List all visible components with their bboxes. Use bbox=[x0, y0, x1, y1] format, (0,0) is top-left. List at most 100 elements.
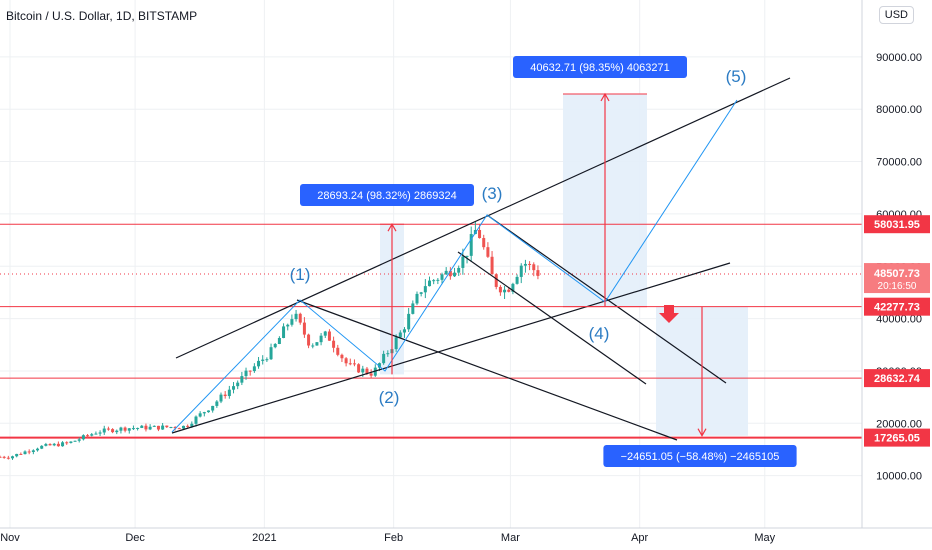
candle bbox=[365, 368, 369, 374]
y-tick-label: 10000.00 bbox=[876, 471, 922, 483]
candle bbox=[219, 394, 223, 402]
candle bbox=[240, 376, 244, 383]
candle bbox=[294, 313, 298, 320]
candle bbox=[31, 450, 35, 453]
trend-line bbox=[457, 251, 647, 385]
candle bbox=[498, 286, 502, 293]
candle bbox=[277, 338, 281, 344]
level-tag-box bbox=[864, 369, 930, 388]
candle bbox=[77, 439, 81, 441]
y-tick-label: 70000.00 bbox=[876, 157, 922, 169]
candle bbox=[344, 358, 348, 364]
candle bbox=[27, 451, 31, 453]
level-tag: 17265.05 bbox=[874, 433, 920, 445]
candle bbox=[419, 292, 423, 294]
y-tick-label: 40000.00 bbox=[876, 314, 922, 326]
current-price-tag-box bbox=[864, 263, 930, 294]
candle bbox=[428, 280, 432, 287]
candle bbox=[131, 428, 135, 430]
candle bbox=[248, 370, 252, 372]
candle bbox=[327, 331, 331, 341]
candle bbox=[519, 265, 523, 277]
candle bbox=[315, 342, 319, 346]
candle bbox=[86, 435, 90, 437]
candle bbox=[98, 432, 102, 434]
candles bbox=[0, 221, 540, 460]
candle bbox=[394, 337, 398, 350]
candle bbox=[0, 456, 2, 458]
candle bbox=[444, 270, 448, 275]
candle bbox=[102, 428, 106, 433]
candle bbox=[469, 234, 473, 256]
countdown-tag: 20:16:50 bbox=[878, 281, 917, 292]
candle bbox=[453, 272, 457, 277]
x-tick-label: Feb bbox=[384, 532, 403, 544]
candle bbox=[223, 394, 227, 397]
candle bbox=[6, 457, 10, 459]
time-axis: Nov Dec 2021 Feb Mar Apr May bbox=[0, 527, 932, 544]
candle bbox=[115, 430, 119, 433]
x-tick-label: Apr bbox=[631, 532, 648, 544]
candle bbox=[307, 334, 311, 346]
candle bbox=[340, 354, 344, 359]
candle bbox=[336, 347, 340, 355]
candle bbox=[61, 442, 65, 447]
candle bbox=[457, 267, 461, 273]
candle bbox=[252, 366, 256, 372]
candle bbox=[194, 416, 198, 424]
y-tick-label: 20000.00 bbox=[876, 418, 922, 430]
x-tick-label: Mar bbox=[501, 532, 520, 544]
measure-tag-1-box bbox=[300, 184, 474, 206]
candle bbox=[65, 442, 69, 444]
y-tick-label: 80000.00 bbox=[876, 104, 922, 116]
candle bbox=[81, 435, 85, 440]
candle bbox=[161, 425, 165, 430]
candle bbox=[386, 353, 390, 355]
candle bbox=[261, 359, 265, 361]
candle bbox=[269, 347, 273, 360]
measure-tag-3-box bbox=[603, 445, 797, 467]
trend-line bbox=[171, 262, 731, 434]
candle bbox=[190, 423, 194, 427]
candle bbox=[273, 343, 277, 348]
candle bbox=[507, 289, 511, 292]
candle bbox=[48, 444, 52, 446]
candle bbox=[257, 360, 261, 367]
candle bbox=[486, 247, 490, 257]
price-axis: 10000.0020000.0030000.0040000.0050000.00… bbox=[861, 0, 932, 528]
candle bbox=[106, 428, 110, 430]
candle bbox=[232, 386, 236, 390]
candle bbox=[127, 428, 131, 431]
wave-label: (1) bbox=[290, 265, 311, 284]
x-tick-label: May bbox=[754, 532, 775, 544]
candle bbox=[69, 441, 73, 443]
candle bbox=[202, 412, 206, 414]
candle bbox=[377, 363, 381, 368]
candle bbox=[140, 425, 144, 428]
trend-line bbox=[175, 77, 791, 359]
measure-tag-3: −24651.05 (−58.48%) −2465105 bbox=[621, 451, 780, 463]
candle bbox=[244, 370, 248, 377]
candle bbox=[494, 274, 498, 287]
candle bbox=[532, 264, 536, 271]
wave-label: (2) bbox=[379, 388, 400, 407]
level-tag-box bbox=[864, 297, 930, 316]
candle bbox=[123, 427, 127, 431]
candle bbox=[111, 429, 115, 433]
candle bbox=[15, 453, 19, 457]
candle bbox=[198, 413, 202, 417]
candle bbox=[94, 433, 98, 435]
candle bbox=[319, 335, 323, 343]
candle bbox=[173, 427, 177, 429]
candle bbox=[302, 322, 306, 335]
candle bbox=[215, 401, 219, 406]
candle bbox=[227, 389, 231, 397]
currency-button[interactable]: USD bbox=[878, 6, 914, 24]
candle bbox=[490, 256, 494, 275]
candle bbox=[136, 427, 140, 429]
level-tag: 28632.74 bbox=[874, 373, 921, 385]
x-tick-label: Dec bbox=[125, 532, 145, 544]
candle bbox=[332, 340, 336, 348]
candle bbox=[207, 410, 210, 413]
